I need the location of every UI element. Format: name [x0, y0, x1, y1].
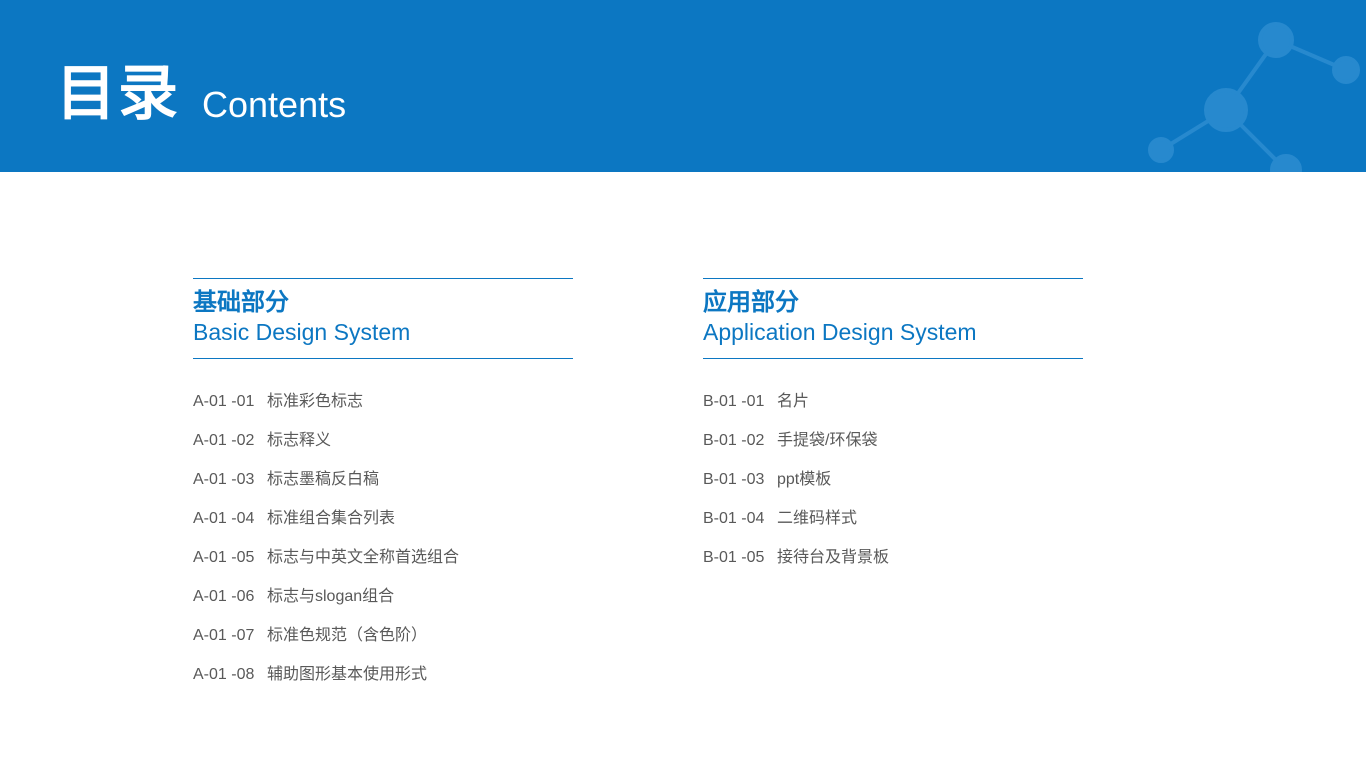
toc-item-label: 二维码样式 [777, 504, 1083, 528]
toc-item-label: 标准彩色标志 [267, 387, 573, 411]
toc-item-code: A-01 -04 [193, 510, 267, 528]
section-application: 应用部分 Application Design System B-01 -01名… [703, 278, 1083, 699]
toc-item: A-01 -02标志释义 [193, 426, 573, 450]
section-header: 基础部分 Basic Design System [193, 278, 573, 359]
section-basic: 基础部分 Basic Design System A-01 -01标准彩色标志A… [193, 278, 573, 699]
header-title-en: Contents [202, 84, 346, 126]
header-decor-molecule-icon [1106, 0, 1366, 172]
toc-item: B-01 -01名片 [703, 387, 1083, 411]
toc-item-label: ppt模板 [777, 465, 1083, 489]
toc-item-code: A-01 -01 [193, 393, 267, 411]
toc-item-code: A-01 -02 [193, 432, 267, 450]
toc-item-code: B-01 -03 [703, 471, 777, 489]
toc-item: A-01 -06标志与slogan组合 [193, 582, 573, 606]
toc-item-code: B-01 -04 [703, 510, 777, 528]
toc-item-label: 接待台及背景板 [777, 543, 1083, 567]
header-title-cn: 目录 [56, 45, 180, 132]
toc-item-label: 名片 [777, 387, 1083, 411]
toc-item-label: 辅助图形基本使用形式 [267, 660, 573, 684]
toc-item: A-01 -04标准组合集合列表 [193, 504, 573, 528]
toc-item-label: 标准组合集合列表 [267, 504, 573, 528]
toc-item: B-01 -02手提袋/环保袋 [703, 426, 1083, 450]
toc-item: A-01 -01标准彩色标志 [193, 387, 573, 411]
toc-item-label: 标志与slogan组合 [267, 582, 573, 606]
section-items: A-01 -01标准彩色标志 A-01 -02标志释义 A-01 -03标志墨稿反白… [193, 387, 573, 684]
toc-item-code: B-01 -01 [703, 393, 777, 411]
toc-item: A-01 -03标志墨稿反白稿 [193, 465, 573, 489]
toc-item: B-01 -05接待台及背景板 [703, 543, 1083, 567]
toc-item-code: A-01 -03 [193, 471, 267, 489]
section-title-cn: 应用部分 [703, 287, 1083, 318]
section-title-en: Basic Design System [193, 318, 573, 348]
content-area: 基础部分 Basic Design System A-01 -01标准彩色标志A… [0, 172, 1366, 699]
toc-item-label: 标准色规范（含色阶） [267, 621, 573, 645]
toc-item-label: 标志与中英文全称首选组合 [267, 543, 573, 567]
toc-item-code: A-01 -07 [193, 627, 267, 645]
section-header: 应用部分 Application Design System [703, 278, 1083, 359]
toc-item: B-01 -04二维码样式 [703, 504, 1083, 528]
section-title-cn: 基础部分 [193, 287, 573, 318]
toc-item-label: 标志释义 [267, 426, 573, 450]
toc-item-code: A-01 -08 [193, 666, 267, 684]
toc-item-code: A-01 -05 [193, 549, 267, 567]
toc-item-code: B-01 -05 [703, 549, 777, 567]
toc-item: A-01 -05标志与中英文全称首选组合 [193, 543, 573, 567]
section-title-en: Application Design System [703, 318, 1083, 348]
section-items: B-01 -01名片B-01 -02手提袋/环保袋B-01 -03ppt模板B-… [703, 387, 1083, 567]
toc-item: A-01 -08辅助图形基本使用形式 [193, 660, 573, 684]
page-header: 目录 Contents [0, 0, 1366, 172]
toc-item-code: A-01 -06 [193, 588, 267, 606]
toc-item-label: 手提袋/环保袋 [777, 426, 1083, 450]
toc-item-code: B-01 -02 [703, 432, 777, 450]
toc-item-label: 标志墨稿反白稿 [267, 465, 573, 489]
toc-item: A-01 -07标准色规范（含色阶） [193, 621, 573, 645]
toc-item: B-01 -03ppt模板 [703, 465, 1083, 489]
